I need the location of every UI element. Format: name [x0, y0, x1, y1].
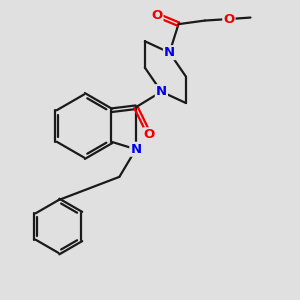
Text: O: O	[144, 128, 155, 141]
Text: N: N	[156, 85, 167, 98]
Text: N: N	[164, 46, 175, 59]
Text: N: N	[130, 143, 141, 156]
Text: O: O	[223, 13, 235, 26]
Text: O: O	[151, 9, 163, 22]
